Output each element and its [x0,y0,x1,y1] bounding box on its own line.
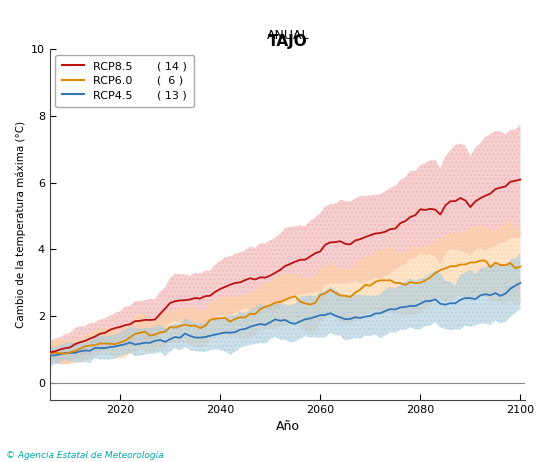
Text: ANUAL: ANUAL [266,29,309,42]
Legend: RCP8.5       ( 14 ), RCP6.0       (  6 ), RCP4.5       ( 13 ): RCP8.5 ( 14 ), RCP6.0 ( 6 ), RCP4.5 ( 13… [56,55,194,107]
Title: TAJO: TAJO [268,34,307,49]
Text: © Agencia Estatal de Meteorología: © Agencia Estatal de Meteorología [6,451,163,460]
Y-axis label: Cambio de la temperatura máxima (°C): Cambio de la temperatura máxima (°C) [15,121,25,328]
X-axis label: Año: Año [276,420,300,433]
